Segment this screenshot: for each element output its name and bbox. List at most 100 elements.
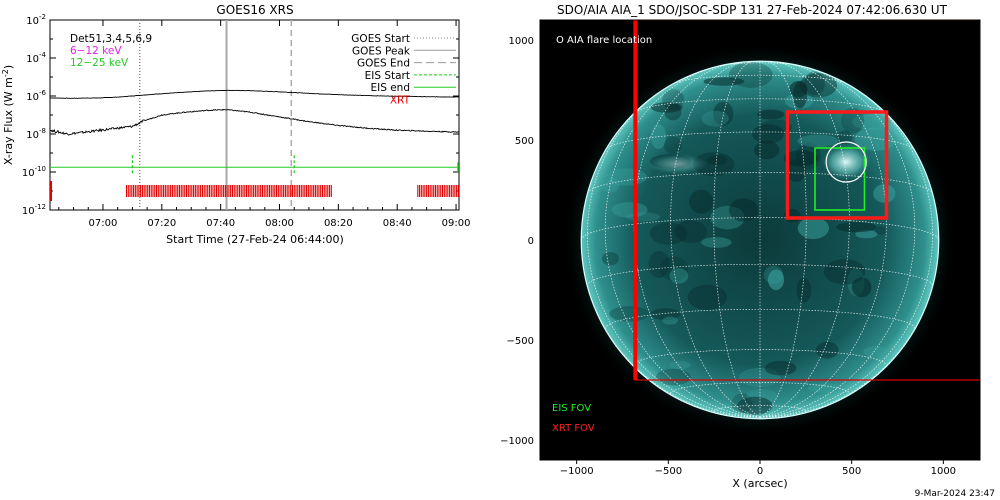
goes-legend-left-item: 6−12 keV: [70, 45, 122, 57]
solar-feature: [600, 178, 619, 193]
solar-feature: [852, 114, 892, 130]
solar-feature: [601, 251, 619, 266]
aia-x-tick-label: 500: [842, 466, 861, 477]
solar-feature: [764, 360, 797, 376]
goes-x-tick-label: 09:00: [442, 218, 471, 229]
latitude-line: [587, 172, 933, 194]
solar-feature: [674, 220, 707, 243]
goes-legend-left-item: 12−25 keV: [70, 57, 129, 69]
aia-legend-item: O AIA flare location: [556, 35, 652, 46]
longitude-line: [759, 65, 916, 418]
aia-chart-title: SDO/AIA AIA_1 SDO/JSOC-SDP 131 27-Feb-20…: [557, 3, 948, 17]
aia-x-tick-label: −500: [655, 466, 682, 477]
goes-legend-right-item: GOES Peak: [352, 45, 411, 57]
solar-feature: [609, 306, 650, 322]
aia-y-tick-label: 500: [515, 136, 534, 147]
solar-feature: [648, 250, 670, 279]
goes-chart-title: GOES16 XRS: [216, 3, 293, 17]
solar-feature: [836, 130, 853, 144]
solar-feature: [815, 341, 839, 359]
longitude-line: [759, 62, 887, 418]
solar-feature: [796, 277, 812, 303]
fov-overlays: [633, 20, 980, 381]
solar-limb: [580, 60, 940, 420]
solar-feature: [693, 152, 735, 177]
goes-legend-left-item: Det51,3,4,5,6,9: [70, 33, 152, 45]
goes-y-tick-label: 10-2: [26, 13, 46, 27]
longitude-line: [759, 61, 807, 418]
goes-x-axis: 07:00 07:20 07:40 08:00 08:20 08:40 09:00: [58, 20, 471, 229]
goes-plot-frame: [49, 19, 460, 211]
aia-x-axis: −1000 −500 0 500 1000: [560, 460, 956, 477]
aia-y-tick-label: 0: [528, 236, 534, 247]
solar-feature: [669, 360, 691, 370]
goes-legend-right-item: XRT: [390, 95, 411, 107]
aia-y-tick-label: 1000: [509, 36, 534, 47]
solar-feature: [713, 101, 734, 126]
solar-feature: [807, 383, 845, 393]
solar-feature: [655, 368, 691, 386]
solar-feature: [669, 268, 689, 284]
solar-feature: [789, 80, 808, 98]
eis-fov-box: [814, 147, 866, 211]
goes-x-tick-label: 08:20: [324, 218, 353, 229]
solar-feature: [753, 140, 780, 160]
goes-x-tick-label: 07:40: [206, 218, 235, 229]
solar-feature: [649, 222, 688, 245]
goes-legend-right-item: GOES Start: [351, 33, 410, 45]
solar-active-regions: [600, 62, 898, 415]
aia-legend-item: XRT FOV: [552, 423, 595, 434]
aia-x-tick-label: 0: [757, 466, 763, 477]
goes-y-tick-label: 10-10: [22, 165, 46, 179]
solar-feature: [874, 226, 887, 235]
solar-feature: [728, 198, 759, 222]
solar-feature: [689, 189, 714, 214]
solar-feature: [650, 308, 681, 320]
goes-y-tick-label: 10-8: [26, 127, 46, 141]
solar-feature: [797, 217, 829, 240]
flare-location-marker: [825, 141, 867, 183]
solar-feature: [783, 150, 819, 167]
solar-feature: [851, 277, 872, 298]
solar-feature: [873, 184, 896, 203]
heliographic-grid: [580, 61, 940, 418]
solar-feature: [752, 124, 785, 144]
aia-x-tick-label: −1000: [560, 466, 594, 477]
goes-x-tick-label: 07:20: [147, 218, 176, 229]
solar-feature: [803, 80, 834, 98]
solar-feature: [650, 102, 683, 113]
solar-bright-region: [647, 154, 708, 174]
longitude-line: [713, 61, 761, 418]
solar-feature: [611, 202, 648, 218]
footer-timestamp: 9-Mar-2024 23:47: [915, 489, 995, 499]
goes-long-channel-line: [50, 89, 459, 99]
goes-y-axis-label: X-ray Flux (W m-2): [1, 65, 15, 165]
latitude-line: [670, 382, 850, 394]
goes-y-axis: 10-2 10-4 10-6 10-8 10-10 10-12: [22, 13, 459, 217]
goes-x-tick-label: 08:00: [265, 218, 294, 229]
aia-y-axis: −1000 −500 0 500 1000: [500, 36, 546, 447]
longitude-line: [604, 65, 761, 418]
goes-short-channel-line: [50, 108, 459, 136]
goes-x-tick-label: 08:40: [383, 218, 412, 229]
solar-feature: [701, 237, 732, 248]
aia-legend: O AIA flare location EIS FOV XRT FOV: [552, 35, 652, 434]
goes-x-tick-label: 07:00: [89, 218, 118, 229]
eis-timeline: [50, 155, 459, 176]
latitude-line: [713, 405, 807, 412]
solar-feature: [662, 316, 678, 325]
goes-y-tick-label: 10-12: [22, 203, 46, 217]
goes-series: [50, 89, 459, 136]
goes-legend-right-item: EIS Start: [365, 70, 410, 82]
solar-feature: [799, 73, 838, 98]
flare-brightening: [822, 144, 871, 180]
solar-feature: [706, 155, 728, 166]
latitude-line: [633, 349, 887, 366]
solar-feature: [767, 269, 785, 290]
solar-feature: [836, 222, 877, 233]
aia-legend-item: EIS FOV: [552, 403, 591, 414]
aia-y-tick-label: −500: [507, 336, 534, 347]
xrt-fov-box: [785, 110, 889, 220]
